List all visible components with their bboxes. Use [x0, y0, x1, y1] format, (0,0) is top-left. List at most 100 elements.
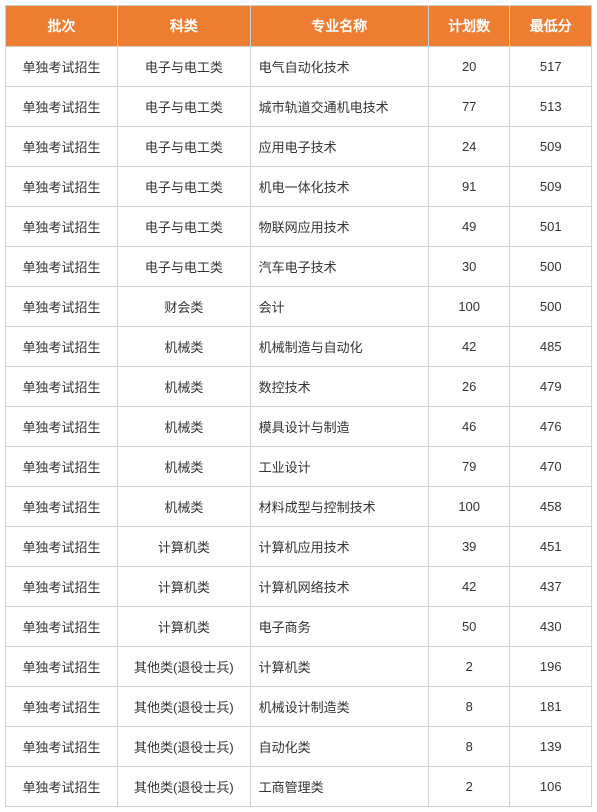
table-cell: 91: [428, 167, 510, 207]
table-row: 单独考试招生电子与电工类城市轨道交通机电技术77513: [6, 87, 592, 127]
table-cell: 机械类: [118, 367, 250, 407]
table-cell: 196: [510, 647, 592, 687]
table-row: 单独考试招生其他类(退役士兵)自动化类8139: [6, 727, 592, 767]
table-row: 单独考试招生机械类机械制造与自动化42485: [6, 327, 592, 367]
table-cell: 476: [510, 407, 592, 447]
table-cell: 513: [510, 87, 592, 127]
table-cell: 437: [510, 567, 592, 607]
table-cell: 机械设计制造类: [250, 687, 428, 727]
table-cell: 单独考试招生: [6, 287, 118, 327]
table-cell: 单独考试招生: [6, 127, 118, 167]
table-cell: 其他类(退役士兵): [118, 687, 250, 727]
table-cell: 46: [428, 407, 510, 447]
table-row: 单独考试招生机械类数控技术26479: [6, 367, 592, 407]
table-cell: 机械类: [118, 327, 250, 367]
table-cell: 物联网应用技术: [250, 207, 428, 247]
table-row: 单独考试招生电子与电工类物联网应用技术49501: [6, 207, 592, 247]
table-cell: 50: [428, 607, 510, 647]
table-cell: 509: [510, 167, 592, 207]
table-cell: 单独考试招生: [6, 487, 118, 527]
table-cell: 计算机网络技术: [250, 567, 428, 607]
table-cell: 其他类(退役士兵): [118, 767, 250, 807]
table-cell: 材料成型与控制技术: [250, 487, 428, 527]
table-cell: 139: [510, 727, 592, 767]
table-cell: 机械类: [118, 407, 250, 447]
table-cell: 机械类: [118, 447, 250, 487]
table-cell: 电子与电工类: [118, 127, 250, 167]
table-row: 单独考试招生机械类工业设计79470: [6, 447, 592, 487]
table-cell: 工商管理类: [250, 767, 428, 807]
table-cell: 单独考试招生: [6, 247, 118, 287]
table-cell: 517: [510, 47, 592, 87]
table-cell: 其他类(退役士兵): [118, 727, 250, 767]
table-cell: 77: [428, 87, 510, 127]
table-cell: 计算机类: [118, 527, 250, 567]
table-cell: 机电一体化技术: [250, 167, 428, 207]
table-cell: 电子商务: [250, 607, 428, 647]
col-header-2: 专业名称: [250, 6, 428, 47]
table-cell: 工业设计: [250, 447, 428, 487]
table-cell: 单独考试招生: [6, 407, 118, 447]
table-cell: 自动化类: [250, 727, 428, 767]
table-row: 单独考试招生计算机类计算机网络技术42437: [6, 567, 592, 607]
table-cell: 其他类(退役士兵): [118, 647, 250, 687]
table-cell: 机械制造与自动化: [250, 327, 428, 367]
table-cell: 单独考试招生: [6, 727, 118, 767]
table-cell: 509: [510, 127, 592, 167]
table-cell: 计算机应用技术: [250, 527, 428, 567]
table-cell: 单独考试招生: [6, 167, 118, 207]
col-header-1: 科类: [118, 6, 250, 47]
table-cell: 单独考试招生: [6, 567, 118, 607]
table-cell: 单独考试招生: [6, 767, 118, 807]
table-cell: 计算机类: [118, 607, 250, 647]
table-row: 单独考试招生计算机类计算机应用技术39451: [6, 527, 592, 567]
table-cell: 电子与电工类: [118, 247, 250, 287]
table-cell: 单独考试招生: [6, 647, 118, 687]
admission-table: 批次科类专业名称计划数最低分 单独考试招生电子与电工类电气自动化技术20517单…: [5, 5, 592, 807]
col-header-4: 最低分: [510, 6, 592, 47]
table-cell: 458: [510, 487, 592, 527]
table-cell: 单独考试招生: [6, 87, 118, 127]
table-cell: 24: [428, 127, 510, 167]
table-cell: 26: [428, 367, 510, 407]
table-cell: 39: [428, 527, 510, 567]
table-cell: 单独考试招生: [6, 47, 118, 87]
table-cell: 财会类: [118, 287, 250, 327]
table-cell: 430: [510, 607, 592, 647]
table-cell: 计算机类: [118, 567, 250, 607]
table-row: 单独考试招生其他类(退役士兵)计算机类2196: [6, 647, 592, 687]
table-header-row: 批次科类专业名称计划数最低分: [6, 6, 592, 47]
table-cell: 485: [510, 327, 592, 367]
table-cell: 501: [510, 207, 592, 247]
table-cell: 500: [510, 247, 592, 287]
table-row: 单独考试招生其他类(退役士兵)机械设计制造类8181: [6, 687, 592, 727]
table-cell: 模具设计与制造: [250, 407, 428, 447]
col-header-0: 批次: [6, 6, 118, 47]
table-cell: 电气自动化技术: [250, 47, 428, 87]
table-cell: 计算机类: [250, 647, 428, 687]
table-cell: 汽车电子技术: [250, 247, 428, 287]
table-cell: 500: [510, 287, 592, 327]
table-row: 单独考试招生电子与电工类汽车电子技术30500: [6, 247, 592, 287]
table-cell: 30: [428, 247, 510, 287]
table-cell: 100: [428, 287, 510, 327]
table-row: 单独考试招生机械类模具设计与制造46476: [6, 407, 592, 447]
table-row: 单独考试招生电子与电工类应用电子技术24509: [6, 127, 592, 167]
table-cell: 2: [428, 767, 510, 807]
table-row: 单独考试招生电子与电工类电气自动化技术20517: [6, 47, 592, 87]
table-cell: 8: [428, 727, 510, 767]
table-cell: 42: [428, 567, 510, 607]
table-cell: 单独考试招生: [6, 527, 118, 567]
table-row: 单独考试招生机械类材料成型与控制技术100458: [6, 487, 592, 527]
table-cell: 8: [428, 687, 510, 727]
table-row: 单独考试招生电子与电工类机电一体化技术91509: [6, 167, 592, 207]
table-cell: 20: [428, 47, 510, 87]
col-header-3: 计划数: [428, 6, 510, 47]
table-cell: 470: [510, 447, 592, 487]
table-cell: 电子与电工类: [118, 167, 250, 207]
table-cell: 单独考试招生: [6, 447, 118, 487]
table-cell: 79: [428, 447, 510, 487]
table-cell: 机械类: [118, 487, 250, 527]
table-body: 单独考试招生电子与电工类电气自动化技术20517单独考试招生电子与电工类城市轨道…: [6, 47, 592, 807]
table-cell: 电子与电工类: [118, 87, 250, 127]
